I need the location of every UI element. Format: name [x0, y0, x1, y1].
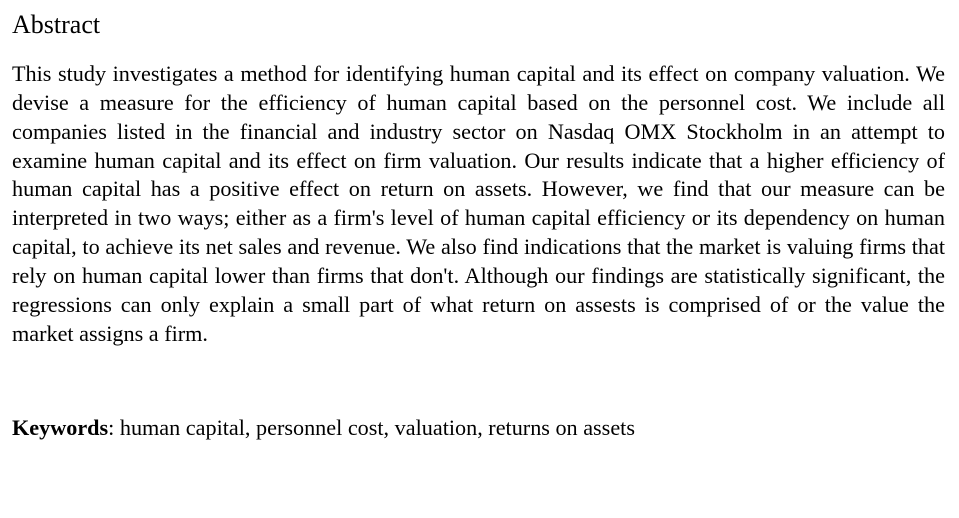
- abstract-heading: Abstract: [12, 10, 945, 40]
- abstract-body: This study investigates a method for ide…: [12, 60, 945, 349]
- keywords-label: Keywords: [12, 415, 108, 440]
- keywords-value: : human capital, personnel cost, valuati…: [108, 415, 635, 440]
- keywords-line: Keywords: human capital, personnel cost,…: [12, 415, 945, 441]
- document-page: Abstract This study investigates a metho…: [0, 0, 959, 451]
